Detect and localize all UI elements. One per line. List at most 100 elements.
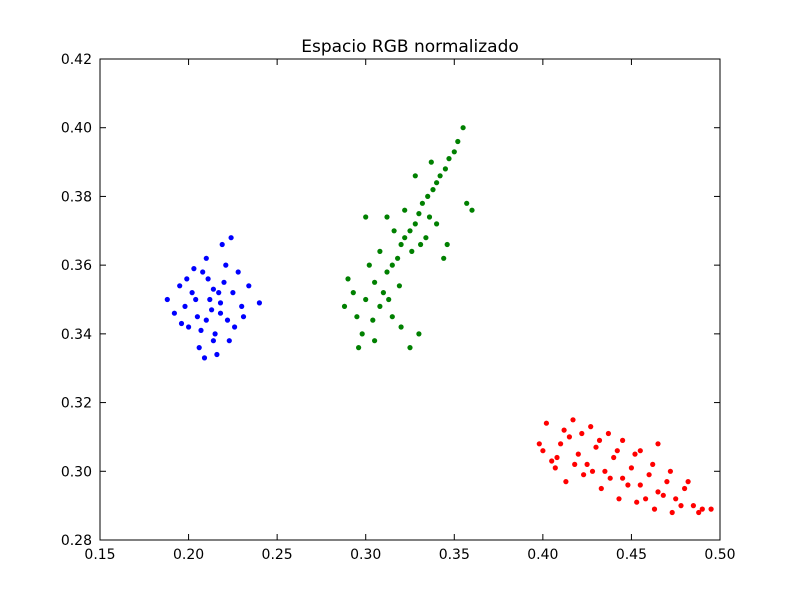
point-series-0-2 — [221, 279, 227, 285]
point-series-0-9 — [224, 317, 231, 323]
point-series-0-36 — [226, 338, 232, 344]
point-series-1-49 — [396, 283, 402, 289]
point-series-2-52 — [669, 509, 675, 516]
point-series-0-12 — [239, 303, 245, 309]
axes-layer: 0.15 0.20 0.25 0.30 0.35 0.40 0.45 0.50 0.28 0.30… — [61, 52, 736, 563]
point-series-0-19 — [256, 300, 262, 306]
x-tick-label-6: 0.45 — [616, 547, 647, 563]
point-series-0-38 — [210, 286, 216, 292]
point-series-0-8 — [189, 290, 195, 296]
point-series-2-14 — [664, 479, 670, 485]
point-series-2-47 — [581, 472, 587, 478]
point-series-2-30 — [543, 420, 550, 426]
point-series-2-5 — [584, 461, 590, 467]
y-tick-label-6: 0.40 — [61, 121, 92, 137]
point-series-1-43 — [341, 303, 348, 309]
chart-title: Espacio RGB normalizado — [301, 37, 519, 57]
point-series-1-35 — [363, 214, 369, 220]
point-series-2-9 — [620, 475, 626, 481]
point-series-0-35 — [191, 266, 197, 272]
point-series-1-42 — [350, 290, 356, 296]
point-series-0-34 — [240, 314, 247, 320]
point-series-2-43 — [605, 430, 612, 437]
point-series-1-41 — [444, 241, 450, 248]
point-series-0-10 — [203, 255, 209, 261]
point-series-1-16 — [402, 235, 408, 241]
point-series-1-7 — [407, 228, 413, 234]
point-series-2-24 — [625, 482, 631, 488]
point-series-0-20 — [214, 351, 220, 358]
point-series-1-18 — [419, 200, 425, 206]
point-series-1-34 — [377, 248, 383, 254]
point-series-1-45 — [384, 214, 390, 220]
point-series-1-23 — [359, 331, 365, 337]
y-tick-label-4: 0.36 — [61, 258, 92, 274]
point-series-0-31 — [198, 327, 204, 333]
point-series-0-30 — [209, 307, 215, 313]
point-series-1-32 — [434, 221, 440, 227]
point-series-2-20 — [696, 509, 702, 516]
point-series-1-52 — [356, 345, 362, 351]
point-series-2-46 — [563, 479, 569, 485]
y-tick-label-5: 0.38 — [61, 189, 92, 205]
point-series-1-10 — [434, 180, 440, 186]
y-tick-label-2: 0.32 — [61, 396, 92, 412]
point-series-2-35 — [632, 451, 638, 457]
point-series-1-19 — [430, 187, 436, 193]
point-series-0-24 — [246, 283, 252, 289]
point-series-0-17 — [219, 241, 225, 248]
point-series-0-32 — [223, 262, 229, 268]
point-series-1-20 — [437, 173, 443, 179]
point-series-2-25 — [607, 475, 613, 481]
point-series-0-18 — [164, 296, 170, 303]
y-tick-label-1: 0.30 — [61, 464, 92, 480]
point-series-2-0 — [540, 448, 546, 454]
point-series-2-10 — [628, 465, 635, 471]
x-tick-label-0: 0.15 — [84, 547, 115, 563]
point-series-0-16 — [196, 345, 202, 351]
point-series-1-1 — [354, 314, 360, 320]
point-series-0-39 — [217, 300, 224, 306]
point-series-1-4 — [345, 276, 351, 282]
point-series-2-21 — [678, 503, 684, 509]
point-series-2-8 — [611, 454, 617, 461]
point-series-2-37 — [667, 468, 674, 474]
point-series-1-47 — [426, 214, 433, 220]
point-series-2-42 — [588, 424, 594, 430]
point-series-1-14 — [384, 269, 390, 275]
y-tick-label-0: 0.28 — [61, 533, 92, 549]
point-series-1-22 — [455, 138, 461, 145]
point-series-2-44 — [570, 417, 576, 423]
point-series-0-1 — [194, 314, 200, 320]
point-series-1-40 — [441, 255, 447, 261]
point-series-2-36 — [650, 461, 656, 467]
point-series-0-14 — [186, 324, 192, 330]
point-series-1-2 — [372, 279, 378, 285]
point-series-2-12 — [646, 472, 652, 478]
point-series-2-16 — [682, 485, 688, 492]
point-series-0-0 — [207, 296, 213, 303]
point-series-1-15 — [395, 255, 401, 261]
point-series-1-17 — [412, 221, 418, 227]
point-series-1-5 — [389, 262, 395, 268]
point-series-1-37 — [428, 159, 434, 165]
point-series-2-34 — [614, 448, 620, 454]
point-series-2-45 — [552, 465, 558, 471]
point-series-1-13 — [460, 125, 466, 131]
point-series-2-18 — [699, 506, 705, 512]
x-tick-label-1: 0.20 — [173, 547, 204, 563]
point-series-0-15 — [235, 269, 241, 275]
point-series-1-0 — [363, 296, 369, 303]
plot-frame — [99, 58, 721, 541]
point-series-2-23 — [643, 496, 649, 502]
point-series-2-7 — [602, 468, 608, 474]
point-series-0-4 — [212, 331, 218, 337]
point-series-1-26 — [407, 345, 413, 351]
point-series-1-9 — [425, 193, 431, 199]
point-series-1-36 — [412, 173, 418, 179]
point-series-1-28 — [389, 314, 395, 320]
y-tick-label-3: 0.34 — [61, 327, 92, 343]
point-series-1-3 — [380, 290, 386, 296]
point-series-2-38 — [685, 479, 691, 485]
